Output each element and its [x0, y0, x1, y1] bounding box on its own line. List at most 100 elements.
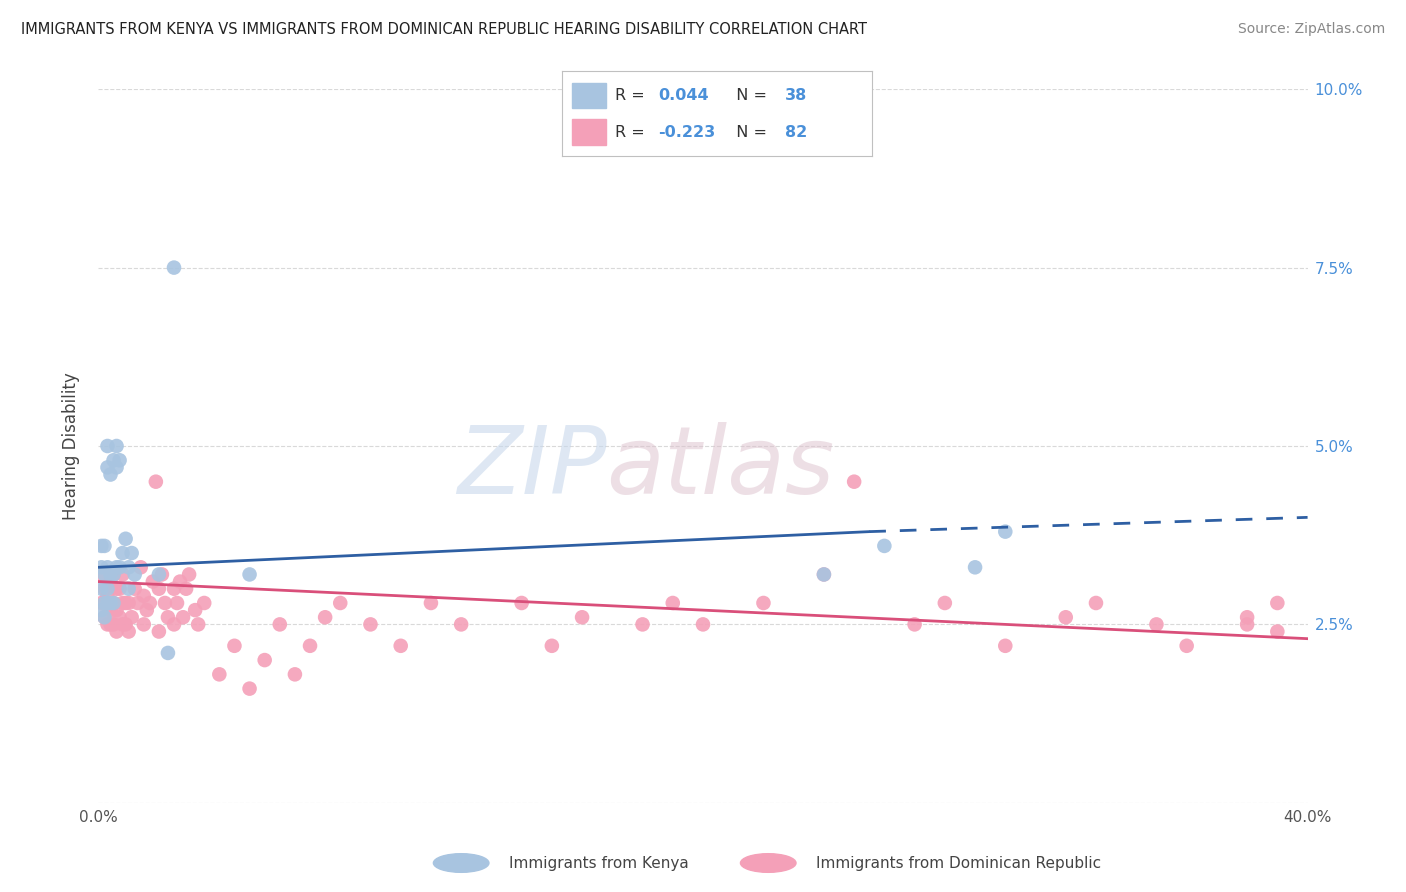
- Point: [174, 582, 197, 596]
- Bar: [572, 83, 606, 108]
- Point: [994, 524, 1017, 539]
- Point: [934, 596, 956, 610]
- Point: [100, 567, 122, 582]
- Point: [96, 617, 118, 632]
- Text: 38: 38: [785, 88, 807, 103]
- Point: [108, 582, 131, 596]
- Text: N =: N =: [727, 88, 772, 103]
- Point: [103, 567, 125, 582]
- Point: [148, 582, 170, 596]
- Point: [904, 617, 927, 632]
- Point: [813, 567, 835, 582]
- Point: [90, 603, 112, 617]
- Point: [105, 560, 128, 574]
- Text: R =: R =: [614, 125, 650, 139]
- Circle shape: [741, 854, 796, 872]
- Point: [105, 582, 128, 596]
- Point: [360, 617, 382, 632]
- Point: [540, 639, 562, 653]
- Point: [148, 624, 170, 639]
- Point: [1054, 610, 1077, 624]
- Point: [108, 453, 131, 467]
- Point: [253, 653, 276, 667]
- Circle shape: [433, 854, 489, 872]
- Text: -0.223: -0.223: [658, 125, 716, 139]
- Point: [153, 596, 176, 610]
- Text: 0.044: 0.044: [658, 88, 709, 103]
- Point: [179, 567, 201, 582]
- Point: [314, 610, 336, 624]
- Text: Immigrants from Kenya: Immigrants from Kenya: [509, 855, 689, 871]
- Point: [135, 603, 157, 617]
- Point: [127, 596, 149, 610]
- Point: [108, 560, 131, 574]
- Point: [132, 589, 155, 603]
- Point: [163, 260, 186, 275]
- Text: ZIP: ZIP: [457, 422, 606, 513]
- Y-axis label: Hearing Disability: Hearing Disability: [62, 372, 80, 520]
- Text: R =: R =: [614, 88, 650, 103]
- Point: [661, 596, 683, 610]
- Point: [571, 610, 593, 624]
- Point: [156, 646, 179, 660]
- Point: [145, 475, 167, 489]
- Point: [124, 582, 146, 596]
- Point: [90, 596, 112, 610]
- Point: [90, 567, 112, 582]
- Point: [118, 560, 141, 574]
- Point: [193, 596, 215, 610]
- Text: atlas: atlas: [606, 422, 835, 513]
- Point: [187, 617, 209, 632]
- Point: [224, 639, 246, 653]
- Point: [111, 596, 134, 610]
- Point: [239, 567, 262, 582]
- Point: [93, 596, 115, 610]
- Point: [96, 439, 118, 453]
- Point: [132, 617, 155, 632]
- Point: [103, 567, 125, 582]
- Point: [129, 560, 152, 574]
- Point: [96, 460, 118, 475]
- Point: [163, 617, 186, 632]
- Text: Source: ZipAtlas.com: Source: ZipAtlas.com: [1237, 22, 1385, 37]
- Point: [96, 589, 118, 603]
- Text: N =: N =: [727, 125, 772, 139]
- Point: [121, 610, 143, 624]
- Point: [103, 596, 125, 610]
- Point: [118, 624, 141, 639]
- Point: [813, 567, 835, 582]
- Point: [105, 460, 128, 475]
- Point: [166, 596, 188, 610]
- Point: [118, 596, 141, 610]
- Bar: [572, 120, 606, 145]
- Point: [150, 567, 173, 582]
- Point: [844, 475, 866, 489]
- Point: [239, 681, 262, 696]
- Point: [389, 639, 412, 653]
- Point: [163, 582, 186, 596]
- Point: [873, 539, 896, 553]
- Point: [103, 617, 125, 632]
- Point: [156, 610, 179, 624]
- Point: [114, 617, 136, 632]
- Point: [118, 582, 141, 596]
- Point: [1144, 617, 1167, 632]
- Point: [96, 582, 118, 596]
- Point: [1267, 624, 1289, 639]
- Point: [114, 596, 136, 610]
- Point: [692, 617, 714, 632]
- Point: [329, 596, 352, 610]
- Point: [752, 596, 775, 610]
- Point: [93, 582, 115, 596]
- Point: [103, 596, 125, 610]
- Point: [1175, 639, 1198, 653]
- Point: [100, 467, 122, 482]
- Point: [114, 532, 136, 546]
- Point: [103, 453, 125, 467]
- Point: [90, 539, 112, 553]
- Point: [100, 596, 122, 610]
- Point: [1085, 596, 1108, 610]
- Point: [96, 560, 118, 574]
- Point: [93, 610, 115, 624]
- Text: Immigrants from Dominican Republic: Immigrants from Dominican Republic: [815, 855, 1101, 871]
